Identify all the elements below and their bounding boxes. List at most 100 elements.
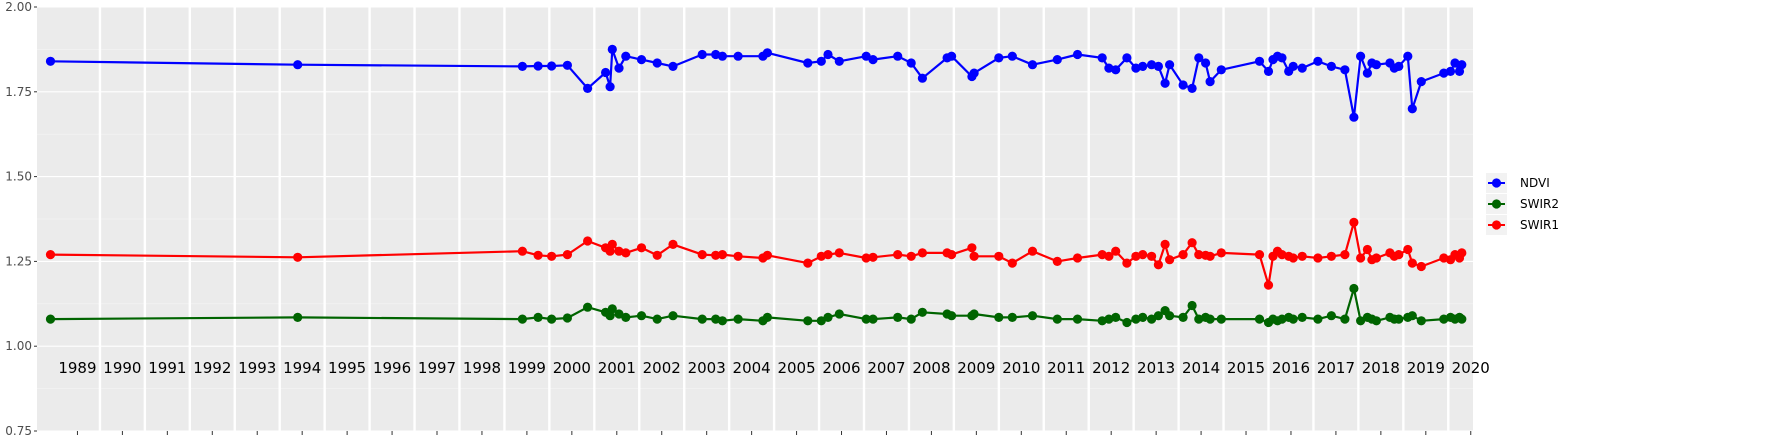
- data-point: [906, 314, 916, 324]
- data-point: [733, 314, 743, 324]
- data-point: [652, 58, 662, 68]
- data-point: [614, 309, 624, 319]
- data-point: [1326, 251, 1336, 261]
- data-point: [1297, 251, 1307, 261]
- legend-item-ndvi: NDVI: [1486, 173, 1550, 193]
- data-point: [711, 250, 721, 260]
- year-label: 1994: [283, 359, 321, 377]
- series-ndvi: [45, 44, 1467, 122]
- data-point: [733, 51, 743, 61]
- data-point: [1288, 61, 1298, 71]
- data-point: [1111, 65, 1121, 75]
- data-point: [1205, 251, 1215, 261]
- data-point: [1147, 314, 1157, 324]
- legend-key-point: [1491, 199, 1502, 209]
- data-point: [517, 246, 528, 256]
- data-point: [562, 313, 573, 323]
- data-point: [614, 63, 624, 73]
- data-point: [1072, 314, 1083, 324]
- year-label: 1991: [148, 359, 186, 377]
- grid-major: [37, 6, 1473, 432]
- data-point: [1313, 253, 1323, 263]
- data-point: [717, 51, 728, 61]
- data-point: [1187, 238, 1197, 248]
- year-label: 2000: [553, 359, 591, 377]
- data-point: [1356, 316, 1366, 326]
- data-point: [1007, 51, 1017, 61]
- year-label: 2003: [688, 359, 726, 377]
- data-point: [533, 312, 543, 322]
- data-point: [1160, 239, 1170, 249]
- data-point: [1138, 61, 1148, 71]
- data-point: [947, 311, 957, 321]
- year-label: 2006: [822, 359, 860, 377]
- data-point: [1111, 312, 1121, 322]
- data-point: [562, 250, 573, 260]
- y-axis: 0.75 1.00 1.25 1.50 1.75 2.00: [5, 0, 37, 438]
- data-point: [1153, 260, 1163, 270]
- data-point: [1027, 60, 1038, 70]
- data-point: [547, 61, 557, 71]
- y-tick-label: 1.75: [5, 85, 32, 99]
- year-label: 2013: [1137, 359, 1175, 377]
- data-point: [607, 44, 617, 55]
- data-point: [917, 73, 928, 83]
- data-point: [668, 239, 678, 249]
- data-point: [1407, 104, 1417, 114]
- data-point: [601, 67, 611, 78]
- year-label: 1998: [463, 359, 501, 377]
- data-point: [906, 251, 916, 261]
- data-point: [1394, 314, 1404, 324]
- data-point: [947, 250, 957, 260]
- data-point: [1349, 112, 1359, 122]
- data-point: [762, 48, 773, 58]
- legend-item-swir2: SWIR2: [1486, 194, 1559, 214]
- data-point: [1007, 312, 1017, 322]
- data-point: [668, 61, 678, 71]
- data-point: [1407, 258, 1417, 268]
- data-point: [1194, 250, 1204, 260]
- data-point: [823, 312, 833, 322]
- data-point: [1403, 244, 1413, 255]
- data-point: [803, 316, 813, 326]
- data-point: [1349, 283, 1359, 294]
- data-point: [994, 53, 1004, 63]
- legend-label: SWIR2: [1520, 197, 1559, 211]
- x-axis: [76, 431, 1472, 435]
- data-point: [533, 61, 543, 71]
- data-point: [969, 68, 979, 78]
- year-label: 1989: [58, 359, 96, 377]
- year-label: 1990: [103, 359, 141, 377]
- data-point: [917, 307, 928, 317]
- data-point: [762, 312, 773, 322]
- year-label: 2018: [1362, 359, 1400, 377]
- year-label: 2002: [643, 359, 681, 377]
- y-tick-label: 1.50: [5, 170, 32, 184]
- data-point: [621, 312, 631, 322]
- data-point: [1326, 311, 1336, 321]
- data-point: [1007, 258, 1017, 268]
- year-label: 1993: [238, 359, 276, 377]
- data-point: [861, 314, 871, 324]
- year-label: 2005: [777, 359, 815, 377]
- data-point: [803, 258, 813, 268]
- y-tick-label: 1.25: [5, 254, 32, 268]
- data-point: [1216, 248, 1226, 258]
- data-point: [607, 239, 617, 249]
- data-point: [762, 250, 773, 260]
- data-point: [636, 311, 647, 321]
- y-tick-label: 1.00: [5, 339, 32, 353]
- data-point: [1263, 280, 1274, 290]
- y-tick-label: 0.75: [5, 424, 32, 438]
- data-point: [1457, 314, 1467, 324]
- data-point: [893, 51, 903, 61]
- data-point: [893, 250, 903, 260]
- data-point: [1277, 53, 1287, 63]
- year-label: 2004: [733, 359, 771, 377]
- year-label: 2020: [1452, 359, 1490, 377]
- data-point: [868, 314, 878, 324]
- data-point: [1201, 58, 1211, 68]
- data-point: [1216, 65, 1226, 75]
- data-point: [1147, 251, 1157, 261]
- data-point: [45, 314, 56, 324]
